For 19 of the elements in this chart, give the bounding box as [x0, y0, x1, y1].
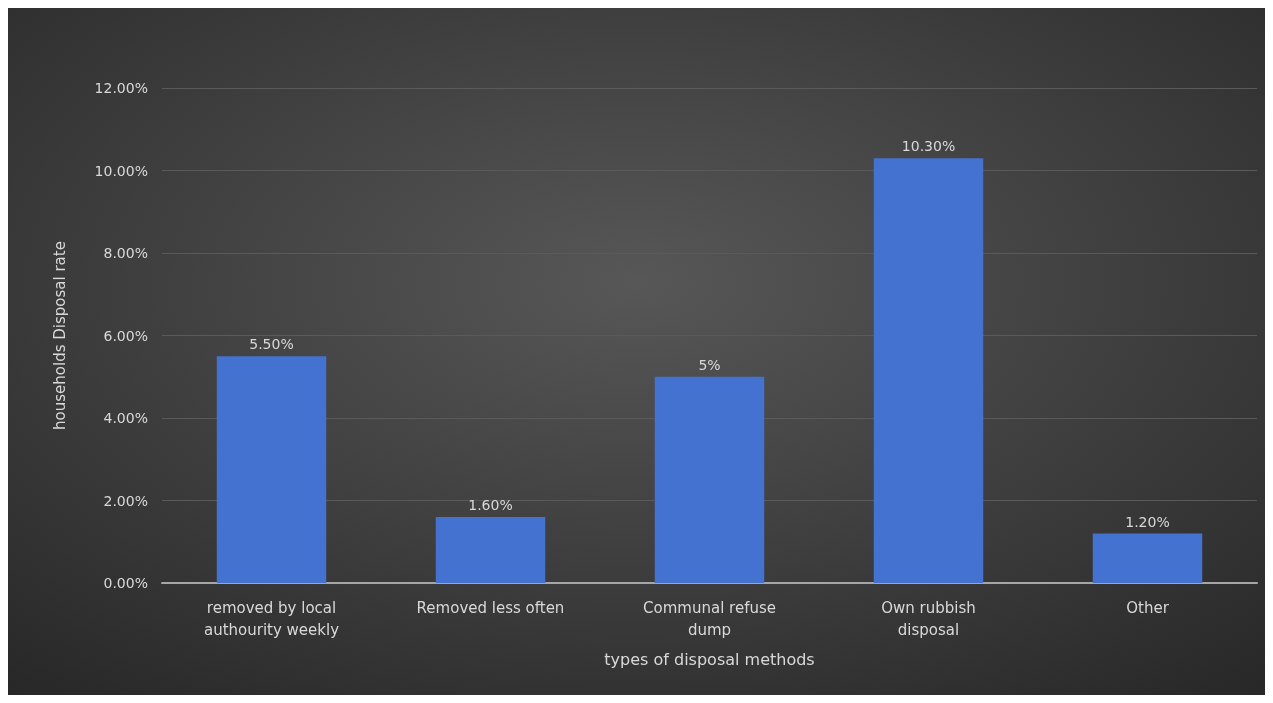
data-label: 1.60% — [468, 497, 513, 513]
x-tick-label: removed by local authourity weekly — [203, 599, 340, 639]
data-label: 1.20% — [1125, 513, 1170, 530]
y-tick-label: 2.00% — [103, 492, 148, 509]
data-label: 10.30% — [901, 138, 956, 155]
y-tick-label: 12.00% — [94, 80, 148, 96]
x-tick-label: Communal refuse dump — [643, 599, 776, 639]
y-axis-title: households Disposal rate — [50, 241, 69, 430]
y-tick-label: 8.00% — [103, 245, 148, 261]
x-tick-label: Removed less often — [416, 599, 565, 617]
y-tick-label: 6.00% — [103, 327, 148, 344]
x-tick-label: Other — [1126, 599, 1170, 617]
x-tick-label: Own rubbish disposal — [881, 599, 976, 639]
x-axis-title: types of disposal methods — [604, 649, 815, 669]
y-tick-label: 4.00% — [103, 410, 148, 426]
y-tick-label: 10.00% — [94, 162, 148, 179]
data-label: 5% — [698, 356, 721, 373]
data-label: 5.50% — [249, 336, 294, 353]
y-tick-label: 0.00% — [103, 575, 148, 591]
